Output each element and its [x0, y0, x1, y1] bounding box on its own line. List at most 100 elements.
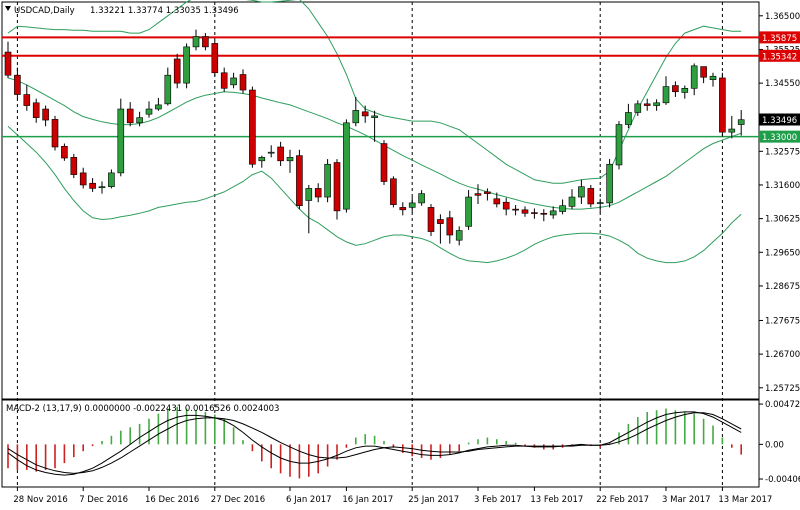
bear-candle-body [719, 77, 726, 133]
bear-candle-body [399, 207, 407, 211]
bear-candle-body [446, 217, 454, 236]
macd-macd-line [7, 411, 742, 476]
bear-candle-body [427, 207, 435, 232]
bear-candle-body [23, 94, 31, 106]
bear-candle-body [249, 89, 256, 165]
bull-candle-body [267, 151, 275, 154]
bull-candle-body [108, 172, 115, 187]
bull-candle-body [164, 74, 172, 105]
candle [653, 99, 660, 111]
bull-candle-body [455, 230, 463, 241]
candle [427, 203, 435, 237]
bear-candle-body [700, 66, 707, 78]
candle [455, 226, 463, 246]
candle [32, 98, 40, 123]
current-price-tag-label: 1.33496 [762, 116, 797, 126]
candle [719, 72, 726, 137]
candle [549, 206, 557, 219]
candle [296, 149, 303, 210]
bear-candle-body [42, 108, 49, 121]
candle [690, 63, 698, 96]
bull-candle-body [286, 157, 294, 162]
bear-candle-body [540, 212, 548, 215]
candle [211, 40, 219, 77]
bear-candle-body [333, 162, 341, 212]
candle [117, 98, 125, 177]
bear-candle-body [239, 74, 247, 91]
bull-candle-body [681, 88, 689, 93]
time-tick-label: 13 Mar 2017 [718, 495, 772, 505]
candle [333, 159, 341, 220]
time-tick-label: 28 Nov 2016 [13, 495, 67, 505]
price-tick-label: 1.34550 [765, 79, 800, 89]
bull-candle-body [465, 196, 472, 227]
resistance-tag-upper [759, 31, 800, 44]
candle [709, 72, 717, 87]
bear-candle-body [672, 85, 679, 93]
candle [465, 190, 472, 230]
price-tags: 1.35875 1.35342 1.33496 1.33000 [759, 31, 800, 143]
bear-candle-body [4, 51, 12, 76]
bull-candle-body [155, 104, 162, 110]
horizontal-levels [2, 36, 759, 138]
candle [305, 184, 313, 234]
candle [672, 81, 679, 97]
candle [352, 96, 360, 127]
candlesticks [4, 29, 745, 246]
bull-candle-body [145, 108, 153, 115]
candle [390, 176, 397, 208]
candle [14, 67, 21, 99]
candle [484, 188, 491, 201]
candle [540, 209, 548, 222]
macd-axis: 0.0047211 0.00 -0.0040645 [759, 400, 800, 485]
symbol-label: USDCAD,Daily [14, 6, 75, 16]
candle [239, 69, 247, 94]
support-tag [759, 130, 800, 143]
candle [267, 145, 275, 158]
bear-candle-body [126, 108, 134, 124]
collapse-triangle-icon[interactable] [5, 6, 11, 11]
candle [145, 101, 153, 118]
price-pane-frame [1, 1, 760, 400]
bear-candle-body [89, 182, 96, 189]
bull-candle-body [568, 196, 576, 207]
bull-candle-body [183, 46, 190, 84]
bull-candle-body [709, 75, 717, 80]
bull-candle-body [230, 77, 237, 86]
price-tick-label: 1.32575 [765, 147, 800, 157]
candle [89, 178, 96, 192]
time-tick-label: 3 Feb 2017 [474, 495, 522, 505]
candle [61, 143, 68, 161]
bear-candle-body [70, 157, 78, 175]
bear-candle-body [32, 102, 40, 118]
time-axis: 28 Nov 2016 7 Dec 2016 16 Dec 2016 27 Dec 2… [13, 487, 772, 505]
bollinger-lower [7, 125, 742, 264]
candle [51, 115, 59, 151]
candle [681, 85, 689, 99]
candle [42, 105, 49, 127]
candle [173, 53, 181, 89]
candle [155, 97, 162, 111]
time-tick-label: 7 Dec 2016 [79, 495, 128, 505]
bear-candle-body [361, 111, 369, 117]
bull-candle-body [662, 86, 670, 104]
price-tick-label: 1.28675 [765, 282, 800, 292]
candle [4, 41, 12, 78]
candle [596, 198, 604, 213]
macd-signal-line [7, 412, 742, 474]
bear-candle-body [51, 119, 59, 148]
bull-candle-body [305, 188, 313, 201]
candle [380, 140, 388, 185]
bull-candle-body [352, 110, 360, 124]
candle [531, 208, 538, 219]
candle [474, 184, 482, 204]
price-tick-label: 1.27675 [765, 316, 800, 326]
bull-candle-body [559, 205, 566, 212]
bull-candle-body [606, 163, 613, 204]
candle [587, 184, 595, 208]
candle [559, 199, 566, 215]
candle [700, 66, 707, 84]
candle [70, 153, 78, 179]
bear-candle-body [437, 219, 444, 224]
candle [512, 204, 519, 216]
